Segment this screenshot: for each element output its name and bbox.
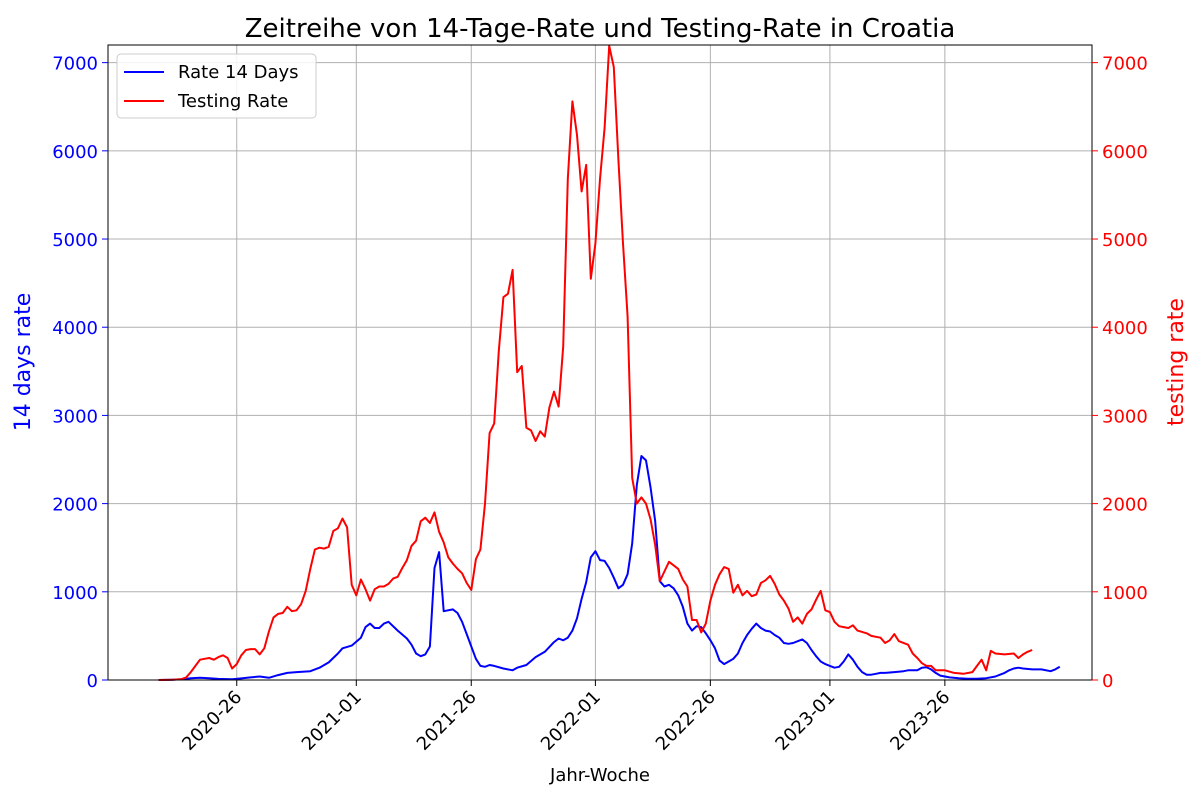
y-tick-label-right: 1000 <box>1102 583 1148 604</box>
y-tick-label-right: 0 <box>1102 671 1113 692</box>
chart-title: Zeitreihe von 14-Tage-Rate und Testing-R… <box>245 14 956 44</box>
legend: Rate 14 Days Testing Rate <box>116 53 317 119</box>
y-tick-label-left: 7000 <box>52 54 98 75</box>
y-tick-label-left: 6000 <box>52 142 98 163</box>
y-axis-label-left: 14 days rate <box>11 293 36 432</box>
y-tick-label-right: 6000 <box>1102 142 1148 163</box>
y-tick-label-left: 2000 <box>52 495 98 516</box>
y-tick-label-left: 5000 <box>52 230 98 251</box>
legend-box <box>116 53 317 119</box>
y-tick-label-left: 4000 <box>52 318 98 339</box>
y-tick-label-right: 4000 <box>1102 318 1148 339</box>
legend-label-testing-rate: Testing Rate <box>177 91 288 112</box>
x-axis-label: Jahr-Woche <box>549 765 650 786</box>
series-line-rate-14-days <box>158 455 1061 681</box>
y-tick-label-left: 3000 <box>52 406 98 427</box>
y-tick-label-left: 1000 <box>52 583 98 604</box>
y-tick-label-right: 5000 <box>1102 230 1148 251</box>
legend-label-rate-14-days: Rate 14 Days <box>178 62 299 83</box>
y-axis-label-right: testing rate <box>1164 298 1189 426</box>
y-tick-label-left: 0 <box>87 671 98 692</box>
y-tick-label-right: 2000 <box>1102 495 1148 516</box>
y-tick-label-right: 7000 <box>1102 54 1148 75</box>
y-axis-left: 0 1000 2000 3000 4000 5000 6000 7000 <box>52 54 108 692</box>
y-axis-right: 0 1000 2000 3000 4000 5000 6000 7000 <box>1092 54 1148 692</box>
series-line-testing-rate <box>158 44 1033 681</box>
series-layer <box>158 44 1061 681</box>
plot-frame <box>107 44 1093 681</box>
y-tick-label-right: 3000 <box>1102 406 1148 427</box>
